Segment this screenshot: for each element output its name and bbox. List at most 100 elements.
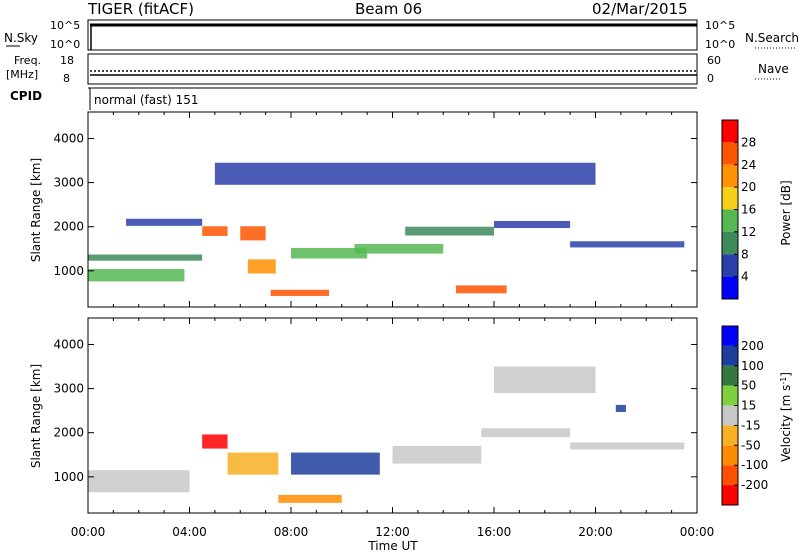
velocity-colorbar-segment bbox=[722, 326, 738, 346]
nsky-tick-top: 10^5 bbox=[50, 19, 80, 32]
nsearch-label: N.Search bbox=[745, 31, 799, 45]
velocity-feature bbox=[615, 404, 626, 412]
time-tick-label: 12:00 bbox=[375, 525, 410, 539]
nave-label: Nave bbox=[758, 62, 789, 76]
power-colorbar-tick-label: 28 bbox=[741, 135, 756, 149]
velocity-ylabel: Slant Range [km] bbox=[29, 364, 43, 468]
power-colorbar: 4 8 12 16 20 24 28 bbox=[721, 119, 756, 300]
time-tick-label: 04:00 bbox=[172, 525, 207, 539]
power-colorbar-segment bbox=[722, 209, 738, 232]
power-feature bbox=[270, 289, 330, 296]
nave-tick-bottom: 0 bbox=[707, 72, 714, 85]
power-feature bbox=[202, 226, 228, 236]
velocity-colorbar: 200 100 50 15 -15 -50 -100 -200 bbox=[721, 325, 768, 506]
velocity-feature bbox=[494, 366, 596, 393]
time-tick-label: 16:00 bbox=[477, 525, 512, 539]
power-feature bbox=[126, 218, 203, 226]
power-ytick-label: 4000 bbox=[53, 131, 84, 145]
power-feature bbox=[455, 285, 507, 294]
power-feature bbox=[88, 269, 185, 282]
velocity-heatmap bbox=[88, 366, 685, 503]
velocity-feature bbox=[88, 470, 190, 493]
velocity-feature bbox=[202, 434, 228, 449]
power-feature bbox=[494, 220, 571, 229]
date-label: 02/Mar/2015 bbox=[592, 0, 688, 18]
velocity-colorbar-tick-label: 100 bbox=[741, 359, 764, 373]
velocity-colorbar-tick-label: -15 bbox=[741, 418, 761, 432]
power-feature bbox=[570, 241, 685, 248]
velocity-colorbar-tick-label: -200 bbox=[741, 478, 768, 492]
velocity-feature bbox=[570, 442, 685, 450]
velocity-colorbar-tick-label: -100 bbox=[741, 458, 768, 472]
velocity-feature bbox=[481, 428, 571, 438]
power-ylabel: Slant Range [km] bbox=[29, 158, 43, 262]
velocity-ytick-label: 2000 bbox=[53, 426, 84, 440]
velocity-colorbar-frame bbox=[721, 325, 739, 506]
velocity-colorbar-segment bbox=[722, 345, 738, 366]
power-feature bbox=[405, 226, 494, 236]
cpid-label: CPID bbox=[10, 89, 42, 103]
nsearch-tick-bottom: 10^0 bbox=[705, 38, 735, 51]
power-colorbar-tick-label: 24 bbox=[741, 158, 756, 172]
freq-tick-top: 18 bbox=[60, 54, 74, 67]
power-colorbar-segment bbox=[722, 120, 738, 143]
power-x-axis bbox=[87, 112, 698, 307]
power-ytick-label: 2000 bbox=[53, 220, 84, 234]
power-colorbar-segment bbox=[722, 254, 738, 277]
velocity-feature bbox=[278, 494, 342, 503]
power-feature bbox=[88, 254, 203, 261]
freq-panel-frame bbox=[87, 53, 698, 85]
x-axis-label: Time UT bbox=[367, 539, 418, 553]
power-colorbar-segment bbox=[722, 164, 738, 188]
power-ytick-label: 1000 bbox=[53, 264, 84, 278]
power-heatmap bbox=[88, 162, 685, 296]
time-tick-label: 00:00 bbox=[71, 525, 106, 539]
nave-tick-top: 60 bbox=[707, 54, 721, 67]
power-y-axis: 1000 2000 3000 4000 bbox=[53, 131, 697, 278]
velocity-feature bbox=[227, 452, 279, 475]
freq-label-1: Freq. bbox=[14, 54, 41, 67]
nsky-label: N.Sky bbox=[4, 31, 38, 45]
beam-label: Beam 06 bbox=[355, 0, 422, 18]
time-axis-labels: 00:00 04:00 08:00 12:00 16:00 20:00 00:00 bbox=[71, 525, 715, 539]
nsky-panel-frame bbox=[87, 19, 698, 51]
velocity-colorbar-tick-label: -50 bbox=[741, 438, 761, 452]
velocity-ytick-label: 1000 bbox=[53, 470, 84, 484]
velocity-y-axis: 1000 2000 3000 4000 bbox=[53, 337, 697, 484]
power-colorbar-label: Power [dB] bbox=[779, 180, 793, 245]
power-colorbar-segment bbox=[722, 142, 738, 165]
power-colorbar-tick-label: 20 bbox=[741, 180, 756, 194]
power-colorbar-segment bbox=[722, 231, 738, 255]
time-tick-label: 20:00 bbox=[578, 525, 613, 539]
cpid-text: normal (fast) 151 bbox=[94, 93, 198, 107]
nsky-tick-bottom: 10^0 bbox=[50, 38, 80, 51]
velocity-colorbar-tick-label: 200 bbox=[741, 339, 764, 353]
power-colorbar-tick-label: 4 bbox=[741, 270, 749, 284]
velocity-feature bbox=[392, 445, 482, 464]
power-feature bbox=[354, 243, 444, 254]
velocity-colorbar-label: Velocity [m s-1] bbox=[779, 372, 794, 462]
velocity-colorbar-segment bbox=[722, 485, 738, 505]
time-tick-label: 00:00 bbox=[680, 525, 715, 539]
power-colorbar-tick-label: 8 bbox=[741, 247, 749, 261]
freq-label-2: [MHz] bbox=[6, 68, 38, 81]
velocity-x-axis bbox=[87, 318, 698, 513]
power-feature bbox=[291, 247, 368, 259]
power-colorbar-segment bbox=[722, 276, 738, 299]
power-colorbar-tick-label: 12 bbox=[741, 225, 756, 239]
velocity-colorbar-tick-label: 50 bbox=[741, 379, 756, 393]
power-feature bbox=[214, 162, 596, 185]
velocity-colorbar-segment bbox=[722, 445, 738, 466]
velocity-ytick-label: 3000 bbox=[53, 382, 84, 396]
velocity-colorbar-segment bbox=[722, 405, 738, 426]
time-tick-label: 08:00 bbox=[274, 525, 309, 539]
nsearch-tick-top: 10^5 bbox=[705, 19, 735, 32]
velocity-colorbar-segment bbox=[722, 425, 738, 446]
velocity-colorbar-segment bbox=[722, 465, 738, 486]
power-feature bbox=[247, 259, 276, 274]
power-colorbar-segment bbox=[722, 187, 738, 210]
velocity-colorbar-tick-label: 15 bbox=[741, 399, 756, 413]
velocity-ytick-label: 4000 bbox=[53, 337, 84, 351]
velocity-feature bbox=[291, 452, 380, 475]
